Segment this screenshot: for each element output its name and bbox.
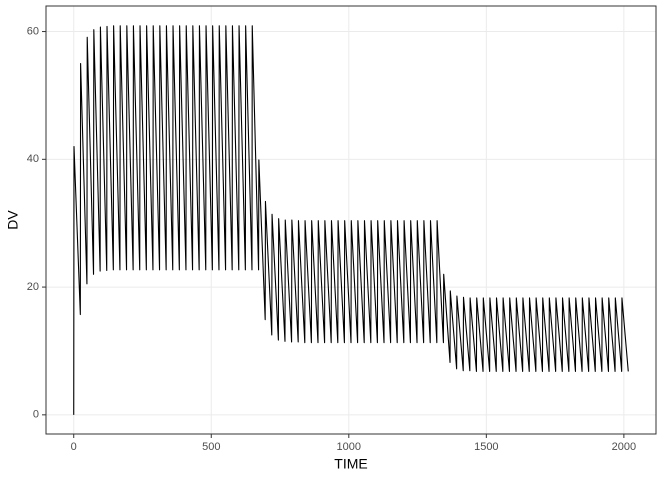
- x-tick-label: 500: [202, 441, 220, 453]
- y-tick-label: 20: [27, 281, 39, 293]
- panel: [46, 6, 656, 434]
- y-tick-label: 60: [27, 25, 39, 37]
- y-tick-label: 0: [33, 409, 39, 421]
- panel-border: [45, 5, 657, 435]
- data-line: [73, 25, 629, 415]
- x-tick-label: 2000: [612, 441, 636, 453]
- x-axis-title: TIME: [334, 456, 367, 472]
- x-tick-label: 1500: [474, 441, 498, 453]
- x-tick-label: 1000: [337, 441, 361, 453]
- y-tick-label: 40: [27, 153, 39, 165]
- y-axis-title: DV: [5, 210, 21, 230]
- x-tick-label: 0: [71, 441, 77, 453]
